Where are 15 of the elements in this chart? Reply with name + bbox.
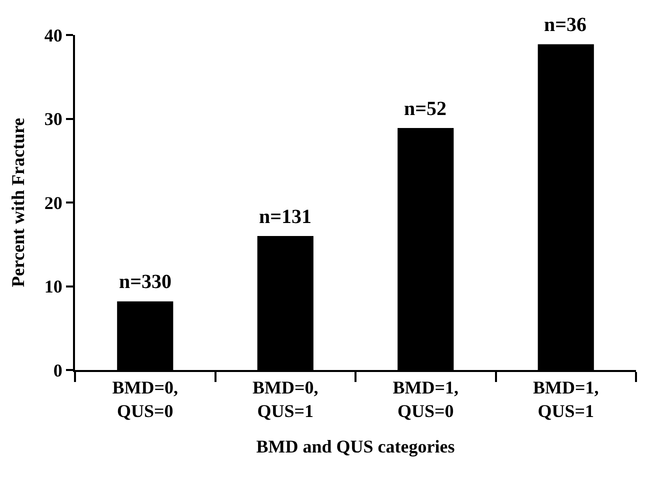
y-tick-label: 10	[44, 276, 62, 297]
x-tick-label: BMD=0, QUS=0	[112, 378, 178, 421]
x-axis-title: BMD and QUS categories	[256, 436, 455, 457]
y-tick-label: 30	[44, 109, 62, 130]
x-tick-label: BMD=0, QUS=1	[252, 378, 318, 421]
y-tick-label: 40	[44, 25, 62, 46]
y-tick-label: 0	[53, 360, 62, 380]
x-tick-label: BMD=1, QUS=1	[532, 378, 599, 421]
annotation: n=330	[119, 271, 172, 293]
annotation: n=36	[544, 14, 587, 36]
x-tick-label: BMD=1, QUS=0	[392, 378, 459, 421]
annotation: n=131	[259, 206, 312, 228]
y-tick-label: 20	[44, 192, 62, 213]
y-axis-title: Percent with Fracture	[8, 118, 28, 288]
annotation: n=52	[404, 98, 447, 120]
